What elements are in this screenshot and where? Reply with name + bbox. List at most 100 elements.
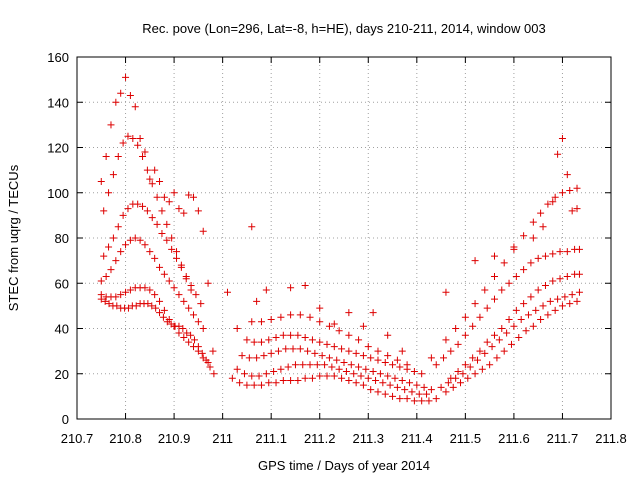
data-point (427, 354, 435, 362)
data-point (437, 383, 445, 391)
data-point (243, 336, 251, 344)
data-point (146, 248, 154, 256)
data-point (384, 372, 392, 380)
data-point (393, 383, 401, 391)
data-point (452, 325, 460, 332)
data-point (573, 297, 581, 305)
data-point (151, 166, 159, 174)
data-point (97, 177, 105, 185)
data-point (510, 322, 518, 330)
data-point (190, 193, 198, 201)
data-point (279, 331, 287, 339)
data-point (126, 236, 134, 244)
data-point (129, 134, 137, 142)
data-point (478, 365, 486, 373)
data-point (328, 363, 336, 371)
data-point (173, 248, 181, 256)
data-point (323, 372, 331, 380)
y-tick-label: 40 (55, 322, 69, 337)
data-point (287, 284, 295, 292)
data-point (376, 370, 384, 378)
data-point (490, 331, 498, 339)
data-point (238, 352, 246, 360)
data-point (194, 207, 202, 215)
y-tick-label: 60 (55, 276, 69, 291)
data-point (534, 286, 542, 294)
data-point (573, 205, 581, 213)
data-point (112, 98, 120, 106)
data-point (461, 331, 469, 339)
data-point (165, 277, 173, 285)
x-tick-label: 211.5 (450, 431, 482, 446)
data-point (335, 327, 343, 335)
data-point (272, 334, 280, 342)
data-point (179, 325, 187, 332)
data-point (325, 354, 333, 362)
data-point (532, 306, 540, 314)
data-point (476, 313, 484, 321)
data-point (119, 139, 127, 147)
data-point (131, 234, 139, 242)
data-point (311, 349, 319, 357)
data-point (316, 304, 324, 312)
data-point (396, 395, 404, 403)
data-point (362, 365, 370, 373)
data-point (119, 211, 127, 219)
x-tick-label: 211.3 (352, 431, 384, 446)
data-point (107, 266, 115, 274)
data-point (505, 315, 513, 323)
data-point (199, 354, 207, 362)
data-point (151, 254, 159, 262)
data-point (345, 347, 353, 355)
data-point (561, 293, 569, 301)
data-point (105, 189, 113, 197)
data-point (97, 291, 105, 299)
data-point (141, 284, 149, 292)
data-point (529, 322, 537, 330)
data-point (471, 370, 479, 378)
data-point (185, 191, 193, 199)
data-point (185, 304, 193, 312)
data-point (173, 254, 181, 262)
data-point (469, 354, 477, 362)
data-point (490, 272, 498, 280)
data-point (413, 381, 421, 389)
data-point (444, 379, 452, 387)
data-point (267, 315, 275, 323)
data-point (180, 334, 188, 342)
data-point (282, 345, 290, 353)
data-point (245, 354, 253, 362)
data-point (490, 295, 498, 303)
data-point (549, 277, 557, 285)
data-point (393, 356, 401, 364)
data-point (160, 193, 168, 201)
data-point (505, 279, 513, 287)
data-point (347, 361, 355, 369)
data-point (367, 354, 375, 362)
data-point (410, 367, 418, 375)
data-point (160, 306, 168, 314)
data-point (132, 302, 140, 310)
data-points (97, 73, 583, 405)
x-tick-label: 211.7 (547, 431, 579, 446)
data-point (124, 205, 132, 213)
data-point (556, 275, 564, 283)
x-tick-label: 211 (212, 431, 233, 446)
data-point (124, 304, 132, 312)
data-point (270, 367, 278, 375)
y-tick-label: 0 (62, 412, 69, 427)
data-point (389, 361, 397, 369)
data-point (549, 198, 557, 206)
data-point (156, 263, 164, 271)
data-point (372, 377, 380, 385)
x-tick-label: 211.6 (498, 431, 530, 446)
data-point (265, 379, 273, 387)
data-point (117, 291, 125, 299)
data-point (495, 336, 503, 344)
data-point (352, 379, 360, 387)
data-point (253, 297, 261, 305)
data-point (440, 354, 448, 362)
data-point (209, 347, 217, 355)
data-point (109, 234, 117, 242)
chart-title: Rec. pove (Lon=296, Lat=-8, h=HE), days … (142, 21, 545, 36)
